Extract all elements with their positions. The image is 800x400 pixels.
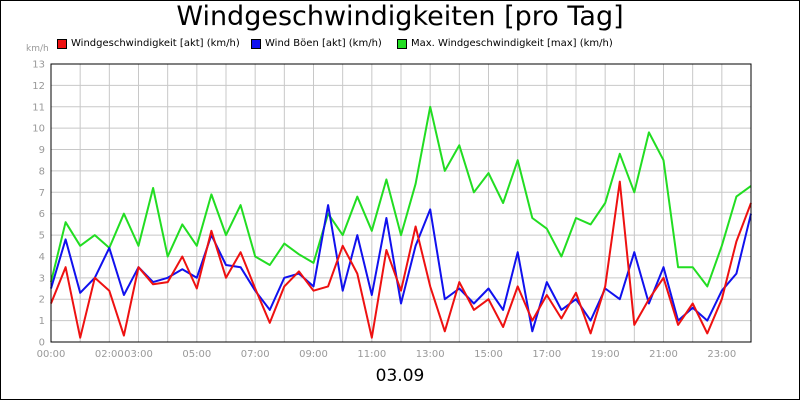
x-tick-label: 00:00 [37,349,66,360]
series-line-0 [50,180,752,339]
x-tick-label: 19:00 [591,349,620,360]
y-tick-label: 13 [32,60,45,71]
plot-border [50,63,752,343]
legend-swatch-max [397,38,407,49]
legend-swatch-boeen [251,38,261,49]
y-tick-label: 8 [39,166,45,177]
legend-label-boeen: Wind Böen [akt] (km/h) [265,38,382,49]
legend-item-boeen: Wind Böen [akt] (km/h) [251,38,382,49]
series-line-1 [50,204,752,333]
x-tick-label: 13:00 [416,349,445,360]
y-tick-label: 1 [39,316,45,327]
y-tick-label: 3 [39,273,45,284]
x-tick-label: 03:00 [124,349,153,360]
x-tick-label: 23:00 [707,349,736,360]
y-tick-label: 11 [32,102,45,113]
y-tick-label: 7 [39,188,45,199]
y-tick-label: 5 [39,231,45,242]
legend-swatch-akt [57,38,67,49]
x-tick-label: 21:00 [649,349,678,360]
y-tick-label: 0 [39,338,45,349]
legend-item-max: Max. Windgeschwindigkeit [max] (km/h) [397,38,613,49]
chart-title: Windgeschwindigkeiten [pro Tag] [176,1,624,32]
legend-label-akt: Windgeschwindigkeit [akt] (km/h) [71,38,240,49]
series-lines [50,105,752,339]
x-tick-label: 09:00 [299,349,328,360]
x-tick-label: 17:00 [532,349,561,360]
series-line-2 [50,105,752,288]
x-tick-label: 02:00 [95,349,124,360]
x-tick-label: 07:00 [241,349,270,360]
x-tick-labels: 00:00 02:00 03:00 05:00 07:00 09:00 11:00 13:00… [37,349,737,360]
x-axis-date-label: 03.09 [375,366,425,386]
y-tick-label: 4 [39,252,45,263]
y-axis-unit-label: km/h [26,44,49,54]
x-tick-label: 11:00 [357,349,386,360]
y-tick-label: 9 [39,145,45,156]
y-tick-label: 12 [32,81,45,92]
legend-item-akt: Windgeschwindigkeit [akt] (km/h) [57,38,240,49]
y-tick-label: 2 [39,295,45,306]
x-tick-label: 15:00 [474,349,503,360]
legend-label-max: Max. Windgeschwindigkeit [max] (km/h) [411,38,613,49]
x-tick-label: 05:00 [182,349,211,360]
y-tick-label: 6 [39,209,45,220]
y-tick-label: 10 [32,124,45,135]
